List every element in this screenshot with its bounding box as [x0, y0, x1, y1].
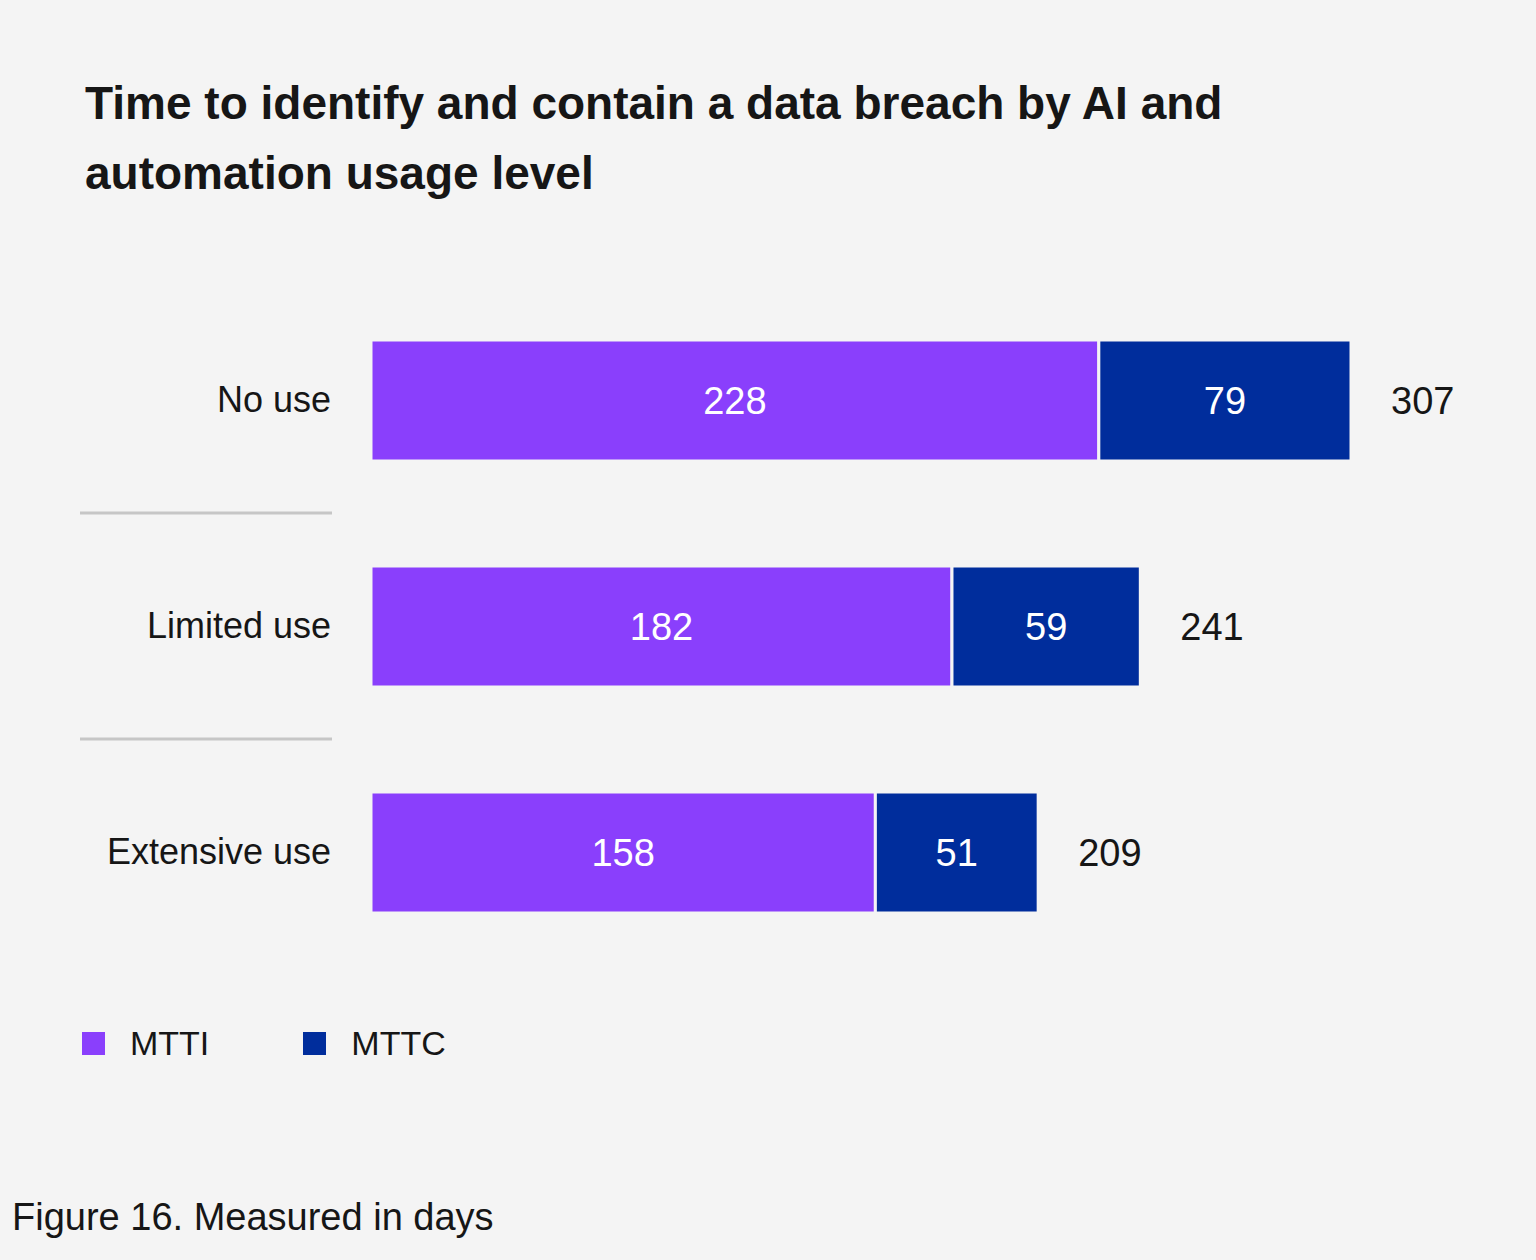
html-text:MTTI: MTTI	[130, 1024, 210, 1062]
html-text:Figure 16. Measured in days: Figure 16. Measured in days	[12, 1196, 494, 1238]
svg-text:241: 241	[1180, 606, 1243, 648]
svg-text:182: 182	[630, 606, 693, 648]
svg-text:51: 51	[936, 832, 978, 874]
svg-text:209: 209	[1078, 832, 1141, 874]
svg-text:228: 228	[703, 380, 766, 422]
svg-text:59: 59	[1025, 606, 1067, 648]
svg-text:No use: No use	[217, 379, 331, 420]
svg-text:Limited use: Limited use	[147, 605, 331, 646]
svg-text:79: 79	[1204, 380, 1246, 422]
svg-text:Extensive use: Extensive use	[107, 831, 331, 872]
svg-text:158: 158	[591, 832, 654, 874]
html-text:Time to identify and contain a: Time to identify and contain a data brea…	[85, 77, 1223, 199]
svg-text:307: 307	[1391, 380, 1454, 422]
html-text:MTTC: MTTC	[351, 1024, 446, 1062]
